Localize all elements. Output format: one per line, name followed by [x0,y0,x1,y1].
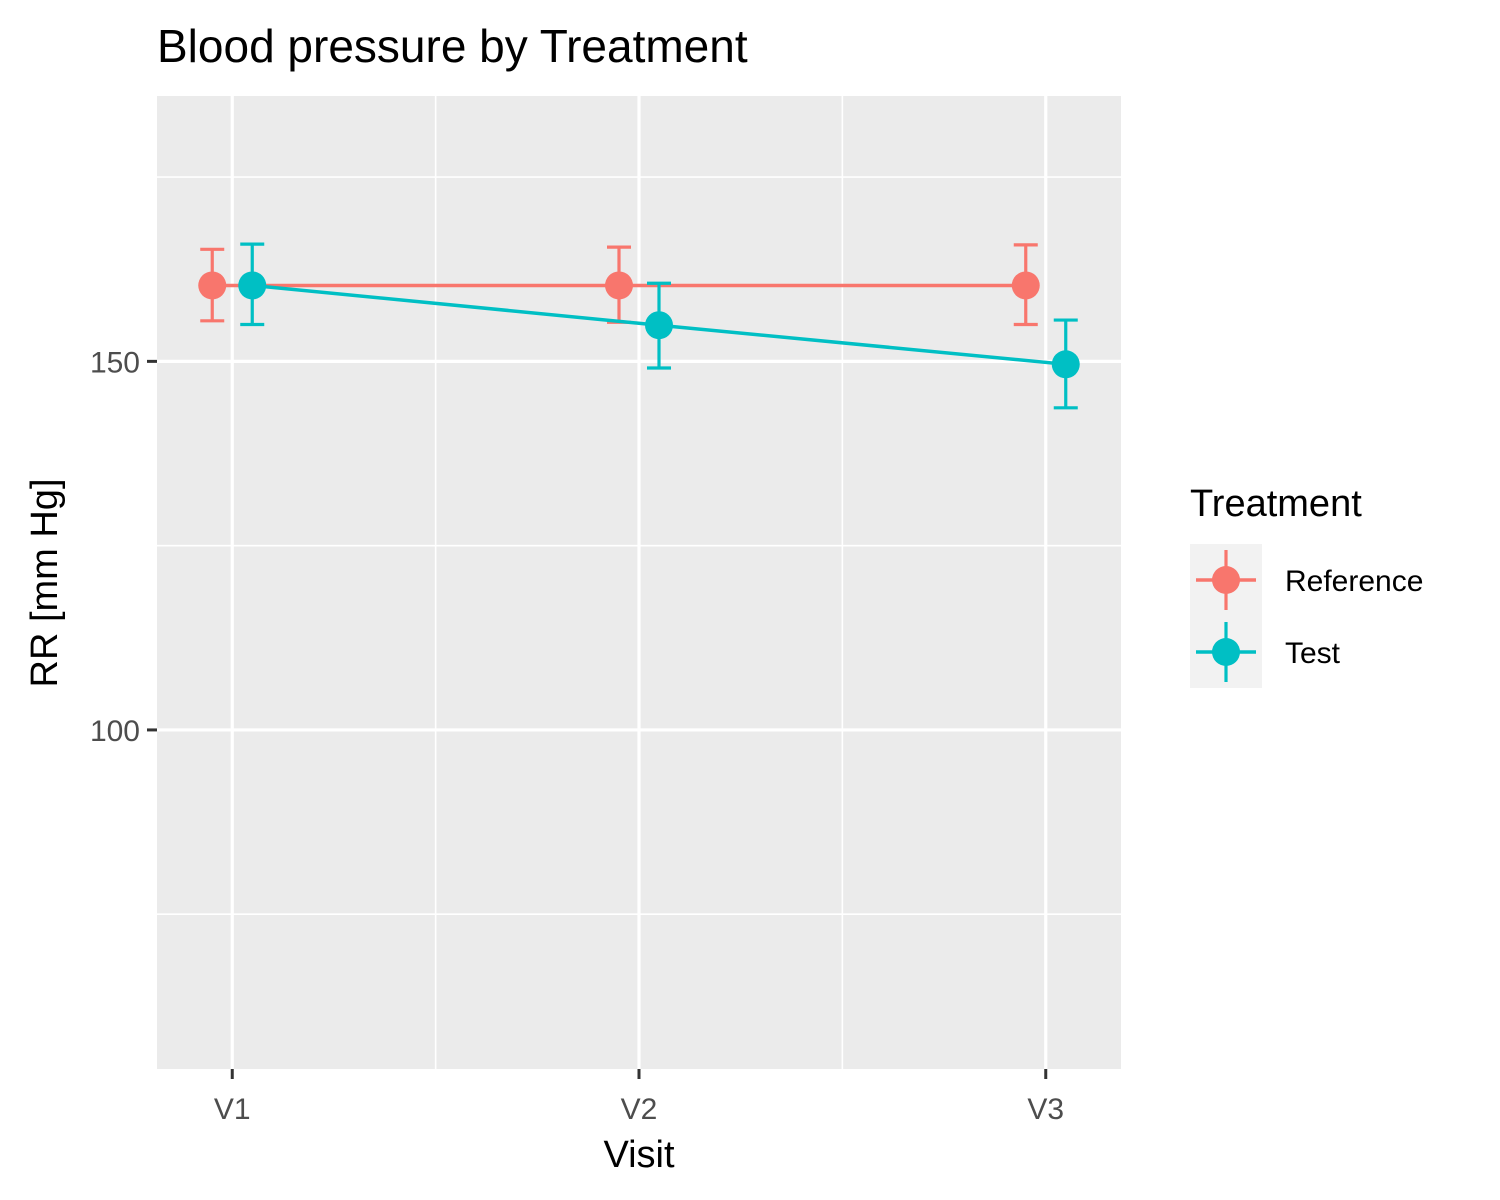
y-tick-label: 100 [90,715,140,748]
legend-label: Test [1285,637,1341,670]
x-axis: V1 V2 V3 [214,1069,1064,1126]
major-grid [157,96,1121,1069]
legend-key-point [1212,566,1240,594]
legend: Treatment Reference Test [1190,483,1423,688]
data-point [645,311,673,340]
x-tick-label: V3 [1027,1093,1064,1126]
y-axis: 100 150 [90,346,157,748]
y-tick-label: 150 [90,346,140,379]
data-point [238,271,267,300]
series-reference [198,243,1040,327]
legend-item-test: Test [1196,622,1341,682]
data-point [1051,350,1080,379]
plot-panel [157,96,1121,1069]
data-point [605,271,633,300]
legend-title: Treatment [1190,483,1362,525]
y-axis-title: RR [mm Hg] [24,479,66,688]
data-point [1011,271,1040,300]
legend-item-reference: Reference [1196,550,1423,610]
series-layer [198,242,1080,410]
chart-title: Blood pressure by Treatment [157,20,748,72]
x-axis-title: Visit [603,1134,675,1176]
x-tick-label: V2 [621,1093,658,1126]
legend-label: Reference [1285,565,1423,598]
data-point [198,271,227,300]
legend-key-point [1212,638,1240,666]
x-tick-label: V1 [214,1093,251,1126]
series-test [238,242,1080,410]
